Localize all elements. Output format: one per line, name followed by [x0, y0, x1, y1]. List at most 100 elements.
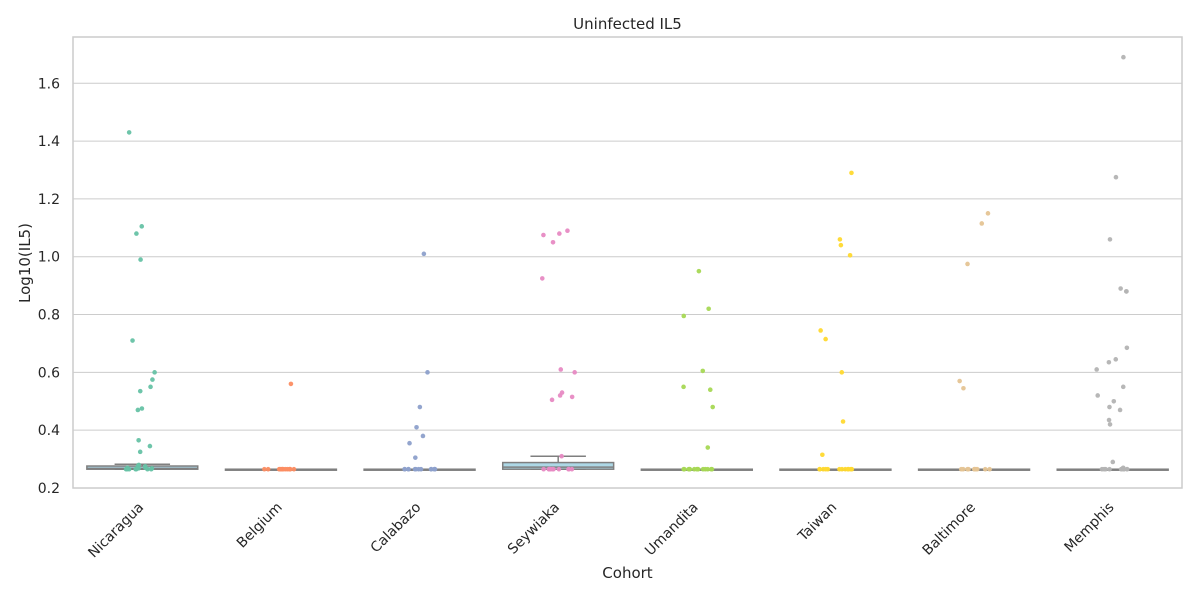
y-tick-label: 0.2 [38, 481, 60, 497]
data-point [550, 239, 556, 245]
data-point [541, 232, 546, 238]
data-point [407, 440, 412, 446]
chart-title: Uninfected IL5 [573, 15, 682, 33]
x-tick-label: Belgium [234, 500, 286, 552]
data-point [1113, 357, 1119, 362]
data-point [135, 407, 141, 413]
data-point [566, 466, 571, 472]
data-point [277, 466, 283, 472]
data-point [700, 368, 706, 374]
data-point [687, 466, 693, 472]
data-point [691, 466, 697, 472]
data-point [1107, 404, 1112, 410]
data-point [1107, 466, 1112, 472]
data-point [1117, 407, 1123, 413]
data-point [287, 466, 293, 472]
data-point [700, 466, 706, 472]
data-point [1118, 286, 1123, 291]
data-point [145, 466, 150, 472]
data-point [557, 231, 562, 236]
data-point [262, 466, 267, 472]
x-tick-label: Seywiaka [505, 500, 563, 558]
data-point [708, 466, 714, 472]
data-point [707, 387, 713, 393]
data-point [139, 224, 145, 229]
data-point [987, 466, 992, 472]
data-point [559, 453, 564, 459]
y-tick-label: 0.8 [38, 308, 60, 324]
data-point [1106, 417, 1112, 423]
data-point [1111, 398, 1117, 404]
data-point [417, 404, 423, 410]
data-point [432, 466, 438, 472]
data-point [406, 466, 411, 472]
data-point [1121, 54, 1126, 60]
plot-frame [72, 36, 1183, 489]
data-point [291, 466, 297, 472]
data-point [402, 466, 408, 472]
data-point [565, 228, 570, 233]
data-point [1110, 459, 1116, 465]
data-point [1107, 422, 1113, 427]
data-point [982, 466, 988, 472]
data-point [958, 466, 964, 472]
data-point [147, 443, 153, 449]
data-point [849, 466, 855, 472]
x-tick-label: Nicaragua [85, 500, 147, 562]
data-point [420, 433, 426, 439]
data-point [985, 211, 991, 216]
data-point [569, 466, 575, 472]
data-point [1123, 289, 1129, 294]
data-point [681, 384, 686, 390]
data-point [974, 466, 980, 472]
data-point [150, 377, 155, 382]
data-point [539, 276, 545, 281]
y-tick-label: 0.6 [38, 365, 60, 381]
data-point [1124, 345, 1130, 351]
data-point [569, 394, 575, 400]
y-tick-label: 1.0 [38, 250, 60, 266]
data-point [124, 466, 130, 472]
data-point [1121, 466, 1127, 472]
y-tick-label: 0.4 [38, 423, 60, 439]
data-point [696, 268, 702, 274]
data-point [414, 424, 419, 430]
x-tick-label: Calabazo [368, 500, 425, 557]
y-tick-label: 1.2 [38, 192, 60, 208]
data-point [695, 466, 701, 472]
data-point [421, 251, 427, 257]
data-point [558, 367, 564, 372]
data-point [549, 397, 555, 403]
data-point [288, 381, 294, 387]
data-point [137, 449, 143, 455]
data-point [137, 388, 143, 394]
data-point [839, 370, 845, 375]
data-point [845, 466, 851, 472]
x-tick-label: Taiwan [795, 500, 841, 546]
data-point [425, 370, 430, 375]
data-point [838, 242, 844, 248]
data-point [148, 466, 154, 472]
data-point [966, 466, 971, 472]
data-point [152, 370, 157, 375]
data-point [1120, 384, 1126, 390]
data-point [572, 370, 577, 375]
data-point [820, 452, 825, 458]
data-point [541, 466, 546, 472]
data-point [557, 393, 563, 398]
data-point [1113, 174, 1119, 180]
x-tick-label: Memphis [1061, 500, 1117, 556]
data-point [1106, 359, 1112, 365]
data-point [957, 378, 962, 384]
data-point [681, 313, 687, 319]
data-point [840, 419, 846, 424]
data-point [136, 437, 141, 443]
data-point [847, 252, 853, 258]
data-point [818, 328, 823, 333]
data-point [706, 306, 711, 312]
x-axis-label: Cohort [602, 564, 653, 582]
data-point [1095, 393, 1100, 398]
data-point [823, 466, 828, 472]
data-point [138, 257, 143, 262]
